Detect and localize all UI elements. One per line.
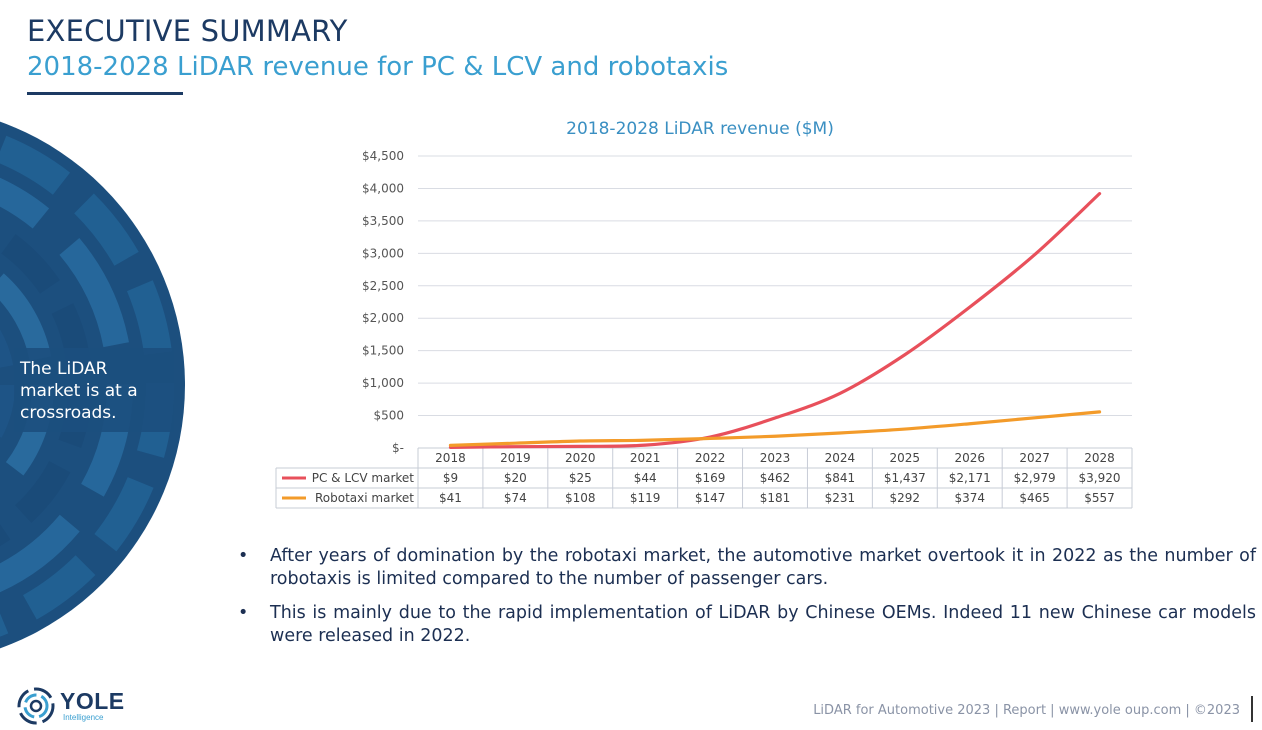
series-line xyxy=(448,192,1102,450)
footer-divider xyxy=(1251,696,1253,722)
footer-text: LiDAR for Automotive 2023 | Report | www… xyxy=(813,703,1240,718)
y-tick-label: $1,500 xyxy=(362,344,404,358)
data-label: $2,979 xyxy=(1014,471,1056,485)
y-tick-label: $- xyxy=(392,441,404,455)
x-tick-label: 2019 xyxy=(500,451,531,465)
title-underline xyxy=(27,92,183,95)
bullet-list: • After years of domination by the robot… xyxy=(232,545,1256,659)
logo-subtitle: Intelligence xyxy=(63,713,104,722)
data-label: $25 xyxy=(569,471,592,485)
x-tick-label: 2022 xyxy=(695,451,726,465)
data-label: $1,437 xyxy=(884,471,926,485)
y-tick-label: $4,500 xyxy=(362,149,404,163)
x-tick-label: 2025 xyxy=(890,451,921,465)
data-label: $462 xyxy=(760,471,791,485)
data-label: $9 xyxy=(443,471,458,485)
bullet-symbol: • xyxy=(238,546,249,566)
data-label: $20 xyxy=(504,471,527,485)
y-tick-label: $2,000 xyxy=(362,311,404,325)
data-label: $41 xyxy=(439,491,462,505)
y-tick-label: $1,000 xyxy=(362,376,404,390)
data-label: $119 xyxy=(630,491,661,505)
x-tick-label: 2027 xyxy=(1019,451,1050,465)
bullet-symbol: • xyxy=(238,603,249,623)
logo-name: YOLE xyxy=(60,688,125,714)
x-tick-label: 2028 xyxy=(1084,451,1115,465)
x-tick-label: 2020 xyxy=(565,451,596,465)
decorative-circle xyxy=(0,121,185,649)
y-tick-label: $3,500 xyxy=(362,214,404,228)
data-label: $44 xyxy=(634,471,657,485)
y-tick-label: $4,000 xyxy=(362,181,404,195)
bullet-item: • After years of domination by the robot… xyxy=(232,545,1256,591)
x-tick-label: 2026 xyxy=(954,451,985,465)
x-tick-label: 2021 xyxy=(630,451,661,465)
legend-label: PC & LCV market xyxy=(312,471,415,485)
data-label: $292 xyxy=(890,491,921,505)
yole-logo-icon xyxy=(17,687,55,725)
data-label: $181 xyxy=(760,491,791,505)
bullet-text: This is mainly due to the rapid implemen… xyxy=(270,603,1256,646)
data-label: $841 xyxy=(825,471,856,485)
bullet-text: After years of domination by the robotax… xyxy=(270,546,1256,589)
data-label: $374 xyxy=(954,491,985,505)
data-label: $108 xyxy=(565,491,596,505)
revenue-chart: 2018-2028 LiDAR revenue ($M) $- $500 $1,00… xyxy=(275,119,1133,509)
side-panel-text: The LiDAR market is at a crossroads. xyxy=(20,359,138,423)
data-label: $557 xyxy=(1084,491,1115,505)
data-label: $465 xyxy=(1019,491,1050,505)
x-tick-label: 2024 xyxy=(825,451,856,465)
legend-label: Robotaxi market xyxy=(315,491,414,505)
page-title: EXECUTIVE SUMMARY xyxy=(27,14,348,48)
y-tick-label: $3,000 xyxy=(362,246,404,260)
chart-title: 2018-2028 LiDAR revenue ($M) xyxy=(566,119,834,139)
bullet-item: • This is mainly due to the rapid implem… xyxy=(232,602,1256,648)
page-subtitle: 2018-2028 LiDAR revenue for PC & LCV and… xyxy=(27,52,729,82)
data-label: $2,171 xyxy=(949,471,991,485)
y-tick-label: $2,500 xyxy=(362,279,404,293)
data-label: $147 xyxy=(695,491,726,505)
data-label: $231 xyxy=(825,491,856,505)
x-tick-label: 2023 xyxy=(760,451,791,465)
data-label: $74 xyxy=(504,491,527,505)
data-label: $3,920 xyxy=(1079,471,1121,485)
y-tick-label: $500 xyxy=(373,409,404,423)
x-tick-label: 2018 xyxy=(435,451,466,465)
data-label: $169 xyxy=(695,471,726,485)
